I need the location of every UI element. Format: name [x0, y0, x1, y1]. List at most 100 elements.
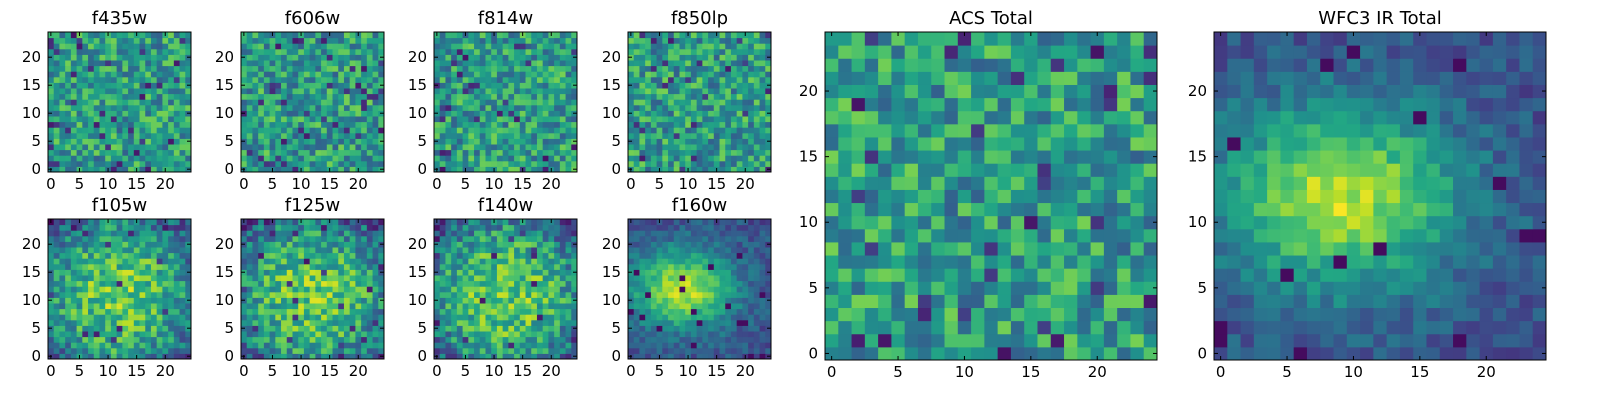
heatmap-cell [326, 258, 334, 265]
heatmap-cell [708, 331, 715, 338]
heatmap-cell [713, 308, 721, 315]
heatmap-cell [116, 166, 123, 173]
heatmap-cell [349, 43, 356, 50]
heatmap-cell [150, 308, 158, 315]
heatmap-cell [451, 65, 458, 72]
heatmap-cell [765, 331, 772, 338]
heatmap-cell [742, 110, 749, 117]
heatmap-cell [753, 166, 761, 173]
heatmap-cell [468, 99, 475, 106]
heatmap-cell [321, 32, 328, 39]
heatmap-cell [451, 291, 458, 298]
heatmap-cell [241, 48, 248, 55]
heatmap-cell [309, 263, 316, 270]
heatmap-cell [349, 269, 356, 276]
heatmap-cell [286, 331, 293, 338]
heatmap-cell [519, 132, 527, 139]
heatmap-cell [451, 121, 458, 128]
heatmap-cell [338, 166, 345, 173]
heatmap-cell [571, 252, 578, 259]
heatmap-cell [309, 37, 316, 44]
heatmap-cell [150, 353, 158, 360]
heatmap-cell [702, 144, 709, 151]
heatmap-cell [736, 149, 743, 156]
heatmap-cell [343, 110, 351, 117]
heatmap-cell [122, 144, 129, 151]
heatmap-cell [474, 342, 481, 349]
heatmap-cell [536, 37, 544, 44]
heatmap-cell [185, 280, 192, 287]
heatmap-cell [88, 275, 95, 282]
heatmap-cell [536, 342, 544, 349]
heatmap-cell [434, 37, 441, 44]
heatmap-cell [343, 219, 351, 226]
heatmap-cell [48, 230, 55, 237]
heatmap-cell [65, 230, 72, 237]
heatmap-cell [53, 314, 60, 321]
heatmap-cell [662, 331, 669, 338]
heatmap-cell [673, 99, 680, 106]
heatmap-cell [185, 155, 192, 162]
heatmap-cell [713, 54, 721, 61]
heatmap-cell [99, 166, 106, 173]
heatmap-cell [765, 303, 772, 310]
heatmap-cell [434, 149, 441, 156]
heatmap-cell [48, 76, 55, 83]
heatmap-cell [645, 76, 652, 83]
heatmap-cell [372, 43, 379, 50]
heatmap-cell [628, 88, 635, 95]
heatmap-cell [479, 331, 486, 338]
heatmap-cell [179, 291, 186, 298]
heatmap-cell [725, 104, 732, 111]
heatmap-cell [105, 280, 112, 287]
heatmap-cell [536, 60, 544, 67]
heatmap-cell [263, 347, 271, 354]
heatmap-cell [679, 319, 686, 326]
heatmap-cell [366, 342, 374, 349]
heatmap-cell [668, 291, 675, 298]
heatmap-cell [742, 314, 749, 321]
heatmap-cell [628, 275, 635, 282]
heatmap-cell [702, 286, 709, 293]
heatmap-cell [748, 54, 755, 61]
heatmap-cell [542, 263, 549, 270]
heatmap-cell [366, 235, 374, 242]
heatmap-cell [263, 110, 271, 117]
heatmap-cell [759, 60, 766, 67]
heatmap-cell [82, 219, 89, 226]
heatmap-cell [571, 331, 578, 338]
heatmap-cell [338, 138, 345, 145]
heatmap-cell [462, 132, 469, 139]
heatmap-cell [65, 280, 72, 287]
heatmap-cell [338, 297, 345, 304]
heatmap-cell [70, 155, 78, 162]
heatmap-cell [162, 37, 169, 44]
heatmap-cell [748, 110, 755, 117]
heatmap-cell [59, 353, 66, 360]
heatmap-cell [439, 336, 446, 343]
heatmap-cell [292, 303, 299, 310]
heatmap-cell [690, 297, 698, 304]
heatmap-cell [179, 258, 186, 265]
heatmap-cell [315, 235, 322, 242]
heatmap-cell [439, 325, 446, 332]
heatmap-cell [241, 235, 248, 242]
heatmap-cell [502, 88, 509, 95]
heatmap-cell [48, 280, 55, 287]
heatmap-cell [378, 116, 385, 123]
heatmap-cell [110, 43, 118, 50]
heatmap-cell [451, 32, 458, 39]
heatmap-cell [343, 269, 351, 276]
heatmap-cell [656, 104, 663, 111]
heatmap-cell [468, 48, 475, 55]
heatmap-cell [736, 60, 743, 67]
heatmap-cell [179, 160, 186, 167]
heatmap-cell [281, 303, 288, 310]
heatmap-cell [185, 308, 192, 315]
heatmap-cell [65, 319, 72, 326]
heatmap-cell [48, 149, 55, 156]
heatmap-cell [702, 280, 709, 287]
heatmap-cell [765, 37, 772, 44]
x-tick-label: 20 [349, 175, 368, 193]
